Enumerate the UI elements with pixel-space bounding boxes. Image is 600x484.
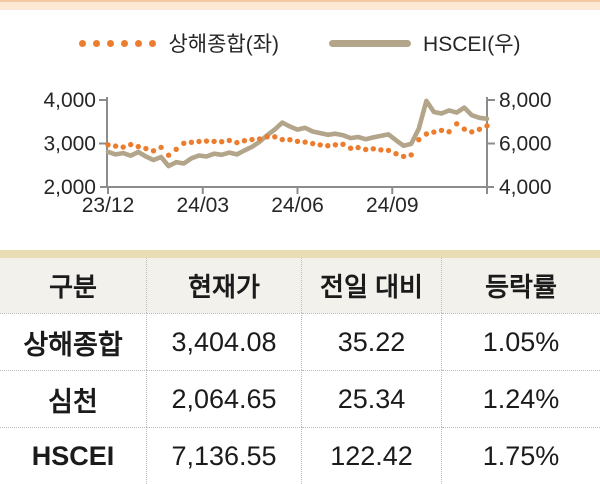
solid-series-marker-icon <box>329 39 412 47</box>
legend-item-shanghai: 상해종합(좌) <box>79 28 279 58</box>
col-header-day-change: 전일 대비 <box>302 258 442 313</box>
change-shanghai: 35.22 <box>302 313 442 370</box>
table-grid: 구분 현재가 전일 대비 등락률 상해종합 3,404.08 35.22 1.0… <box>0 258 600 484</box>
svg-text:6,000: 6,000 <box>499 133 552 156</box>
row-label-hscei: HSCEI <box>0 427 147 484</box>
chart-area: 4,000 8,000 3,000 6,000 2,000 4,000 23/12 24/03… <box>0 75 600 235</box>
change-hscei: 122.42 <box>302 427 442 484</box>
svg-text:3,000: 3,000 <box>43 133 96 156</box>
legend-label-shanghai: 상해종합(좌) <box>168 33 280 56</box>
top-accent-band <box>0 0 600 10</box>
rate-shanghai: 1.05% <box>442 313 600 370</box>
col-header-change-rate: 등락률 <box>442 258 600 313</box>
change-shenzhen: 25.34 <box>302 370 442 427</box>
table-top-border <box>0 250 600 258</box>
price-hscei: 7,136.55 <box>147 427 302 484</box>
price-shenzhen: 2,064.65 <box>147 370 302 427</box>
row-label-shenzhen: 심천 <box>0 370 147 427</box>
price-shanghai: 3,404.08 <box>147 313 302 370</box>
svg-text:24/06: 24/06 <box>271 194 324 217</box>
svg-text:8,000: 8,000 <box>499 89 552 112</box>
svg-text:23/12: 23/12 <box>82 194 135 217</box>
row-label-shanghai: 상해종합 <box>0 313 147 370</box>
col-header-current-price: 현재가 <box>147 258 302 313</box>
svg-text:4,000: 4,000 <box>499 176 552 199</box>
svg-text:24/09: 24/09 <box>366 194 419 217</box>
col-header-category: 구분 <box>0 258 147 313</box>
index-chart: 4,000 8,000 3,000 6,000 2,000 4,000 23/12 24/03… <box>43 89 552 217</box>
legend-item-hscei: HSCEI(우) <box>329 28 521 58</box>
svg-text:4,000: 4,000 <box>43 89 96 112</box>
legend-label-hscei: HSCEI(우) <box>423 33 521 56</box>
svg-text:24/03: 24/03 <box>176 194 229 217</box>
index-quote-table: 구분 현재가 전일 대비 등락률 상해종합 3,404.08 35.22 1.0… <box>0 250 600 484</box>
rate-hscei: 1.75% <box>442 427 600 484</box>
dotted-series-marker-icon <box>79 39 157 47</box>
svg-text:2,000: 2,000 <box>43 176 96 199</box>
rate-shenzhen: 1.24% <box>442 370 600 427</box>
chart-legend: 상해종합(좌) HSCEI(우) <box>0 28 600 58</box>
